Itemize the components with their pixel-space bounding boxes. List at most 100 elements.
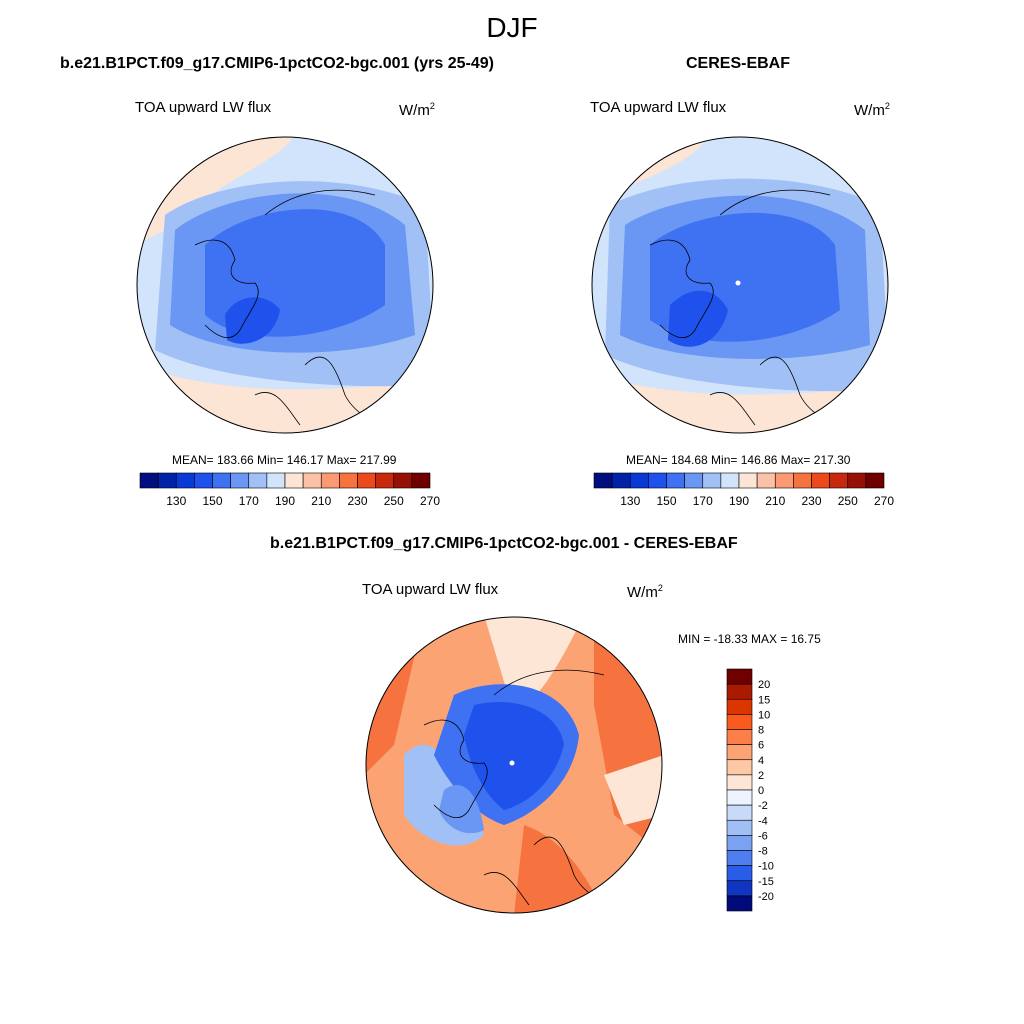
colorbar-tick-label: 6: [758, 740, 764, 752]
obs-polar-map: [591, 136, 889, 434]
colorbar-tick-label: 210: [311, 494, 331, 508]
diff-units: W/m2: [627, 583, 663, 601]
colorbar-swatch: [738, 472, 758, 489]
colorbar-swatch: [357, 472, 376, 489]
colorbar-tick-label: -4: [758, 815, 768, 827]
diff-variable-title: TOA upward LW flux: [362, 581, 499, 598]
obs-stats: MEAN= 184.68 Min= 146.86 Max= 217.30: [626, 453, 851, 467]
colorbar-tick-label: 190: [275, 494, 295, 508]
colorbar-swatch: [212, 472, 231, 489]
colorbar-tick-label: 8: [758, 725, 764, 737]
colorbar-tick-label: 20: [758, 679, 770, 691]
obs-units: W/m2: [854, 101, 890, 119]
colorbar-tick-label: -15: [758, 876, 774, 888]
colorbar-swatch: [629, 472, 649, 489]
colorbar-swatch: [684, 472, 704, 489]
main-title: DJF: [486, 12, 538, 43]
colorbar-swatch: [411, 472, 431, 489]
colorbar-swatch: [648, 472, 667, 489]
colorbar-tick-label: 250: [384, 494, 404, 508]
colorbar-tick-label: 4: [758, 755, 764, 767]
colorbar-swatch: [320, 472, 340, 489]
colorbar-tick-label: 150: [656, 494, 676, 508]
colorbar-swatch: [726, 759, 753, 776]
colorbar-swatch: [726, 804, 753, 821]
colorbar-swatch: [865, 472, 885, 489]
colorbar-swatch: [726, 819, 753, 836]
colorbar-tick-label: 15: [758, 694, 770, 706]
colorbar-swatch: [375, 472, 395, 489]
colorbar-tick-label: 230: [801, 494, 821, 508]
colorbar-swatch: [726, 774, 753, 791]
colorbar-swatch: [248, 472, 268, 489]
colorbar-tick-label: 0: [758, 785, 764, 797]
obs-panel-title: CERES-EBAF: [686, 55, 791, 72]
model-units: W/m2: [399, 101, 435, 119]
model-polar-map: [136, 136, 434, 434]
diff-polar-map: [365, 616, 663, 914]
colorbar-swatch: [726, 789, 753, 806]
colorbar-tick-label: 150: [202, 494, 222, 508]
model-panel-title: b.e21.B1PCT.f09_g17.CMIP6-1pctCO2-bgc.00…: [60, 55, 494, 72]
colorbar-tick-label: 10: [758, 709, 770, 721]
light-blue-region: [439, 784, 484, 834]
colorbar-swatch: [139, 472, 159, 489]
colorbar-tick-label: 2: [758, 770, 764, 782]
colorbar-swatch: [726, 895, 753, 912]
colorbar-swatch: [175, 472, 195, 489]
colorbar-swatch: [793, 472, 812, 489]
colorbar-tick-label: 250: [838, 494, 858, 508]
diff-stats: MIN = -18.33 MAX = 16.75: [678, 632, 821, 646]
obs-variable-title: TOA upward LW flux: [590, 99, 727, 116]
colorbar-swatch: [774, 472, 794, 489]
colorbar-swatch: [266, 472, 286, 489]
colorbar-tick-label: -10: [758, 861, 774, 873]
colorbar-swatch: [284, 472, 304, 489]
colorbar-swatch: [726, 835, 753, 851]
model-variable-title: TOA upward LW flux: [135, 99, 272, 116]
colorbar-tick-label: 190: [729, 494, 749, 508]
colorbar-swatch: [726, 683, 753, 700]
colorbar-tick-label: -20: [758, 891, 774, 903]
obs-colorbar: 130 150 170 190 210 230 250 270: [593, 472, 894, 508]
model-stats: MEAN= 183.66 Min= 146.17 Max= 217.99: [172, 453, 397, 467]
colorbar-swatch: [230, 472, 250, 489]
colorbar-swatch: [847, 472, 867, 489]
colorbar-swatch: [611, 472, 631, 489]
colorbar-swatch: [194, 472, 213, 489]
colorbar-swatch: [702, 472, 722, 489]
coastline: [194, 189, 386, 433]
colorbar-swatch: [666, 472, 685, 489]
colorbar-swatch: [593, 472, 613, 489]
colorbar-tick-label: 270: [874, 494, 894, 508]
colorbar-tick-label: 230: [347, 494, 367, 508]
colorbar-swatch: [726, 865, 753, 882]
colorbar-tick-label: -2: [758, 800, 768, 812]
colorbar-swatch: [393, 472, 413, 489]
colorbar-tick-label: 210: [765, 494, 785, 508]
colorbar-swatch: [726, 729, 753, 745]
colorbar-tick-label: -8: [758, 846, 768, 858]
colorbar-swatch: [726, 744, 753, 761]
colorbar-swatch: [726, 714, 753, 730]
colorbar-swatch: [811, 472, 830, 489]
colorbar-tick-label: 130: [166, 494, 186, 508]
colorbar-swatch: [302, 472, 322, 489]
colorbar-swatch: [726, 698, 753, 715]
colorbar-swatch: [756, 472, 776, 489]
colorbar-tick-label: 170: [693, 494, 713, 508]
colorbar-swatch: [726, 880, 753, 897]
colorbar-swatch: [726, 668, 753, 685]
deep-blue-region: [668, 290, 728, 347]
deep-blue-region: [464, 701, 564, 810]
colorbar-swatch: [829, 472, 849, 489]
colorbar-swatch: [157, 472, 177, 489]
colorbar-tick-label: 170: [239, 494, 259, 508]
coastline: [649, 189, 841, 433]
model-colorbar: 130 150 170 190 210 230 250 270: [139, 472, 440, 508]
diff-panel-title: b.e21.B1PCT.f09_g17.CMIP6-1pctCO2-bgc.00…: [270, 535, 738, 552]
colorbar-tick-label: 270: [420, 494, 440, 508]
colorbar-tick-label: 130: [620, 494, 640, 508]
colorbar-swatch: [726, 850, 753, 866]
colorbar-tick-label: -6: [758, 830, 768, 842]
